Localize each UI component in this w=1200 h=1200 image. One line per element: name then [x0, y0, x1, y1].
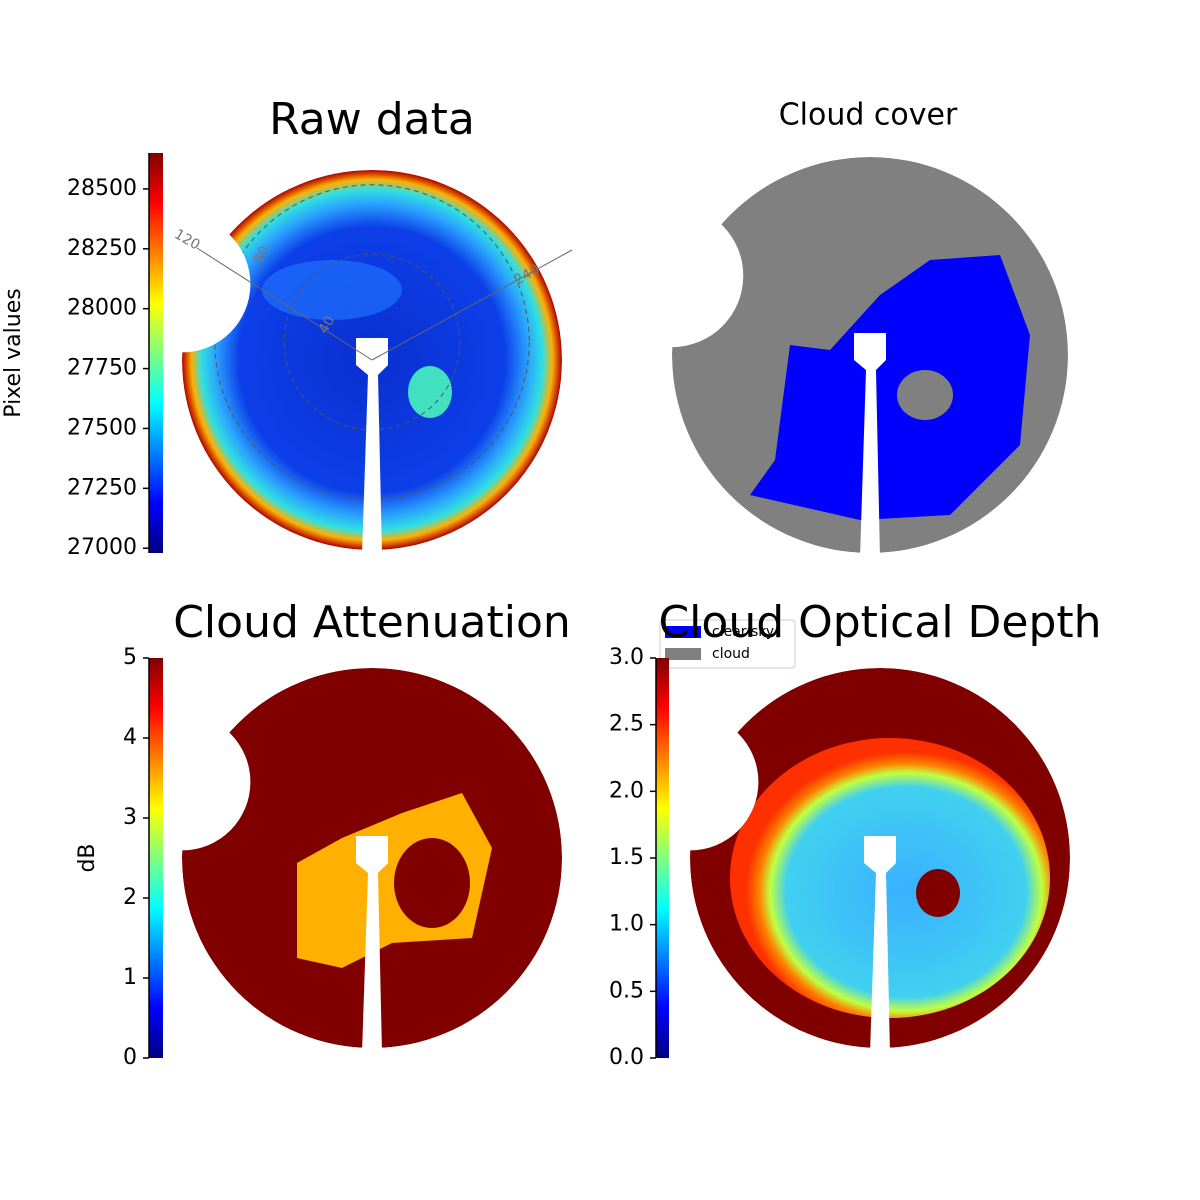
y-tick-label: 1.0	[609, 912, 644, 937]
y-tick-label: 28000	[67, 296, 137, 321]
polar-label: 40	[316, 313, 339, 336]
legend-swatch	[665, 626, 701, 638]
legend-swatch	[665, 648, 701, 660]
thick-patch	[916, 869, 960, 917]
polar-label: 80	[251, 243, 274, 266]
notch	[600, 204, 744, 348]
bright-patch	[408, 366, 452, 418]
y-tick-label: 4	[123, 725, 137, 750]
legend-label: cloud	[712, 646, 750, 662]
y-tick-label: 1	[123, 965, 137, 990]
cloud-patch	[262, 260, 402, 320]
y-tick-label: 2.5	[609, 712, 644, 737]
sky-panel	[600, 157, 1068, 558]
y-tick-label: 1.5	[609, 845, 644, 870]
legend-label: clear sky	[712, 624, 774, 640]
colorbar	[149, 153, 163, 553]
panel-title: Cloud Optical Depth	[658, 597, 1101, 648]
panel-title: Raw data	[269, 94, 475, 145]
y-tick-label: 3.0	[609, 645, 644, 670]
y-tick-label: 27250	[67, 475, 137, 500]
y-tick-label: 27000	[67, 535, 137, 560]
y-tick-label: 28250	[67, 236, 137, 261]
mast	[854, 333, 886, 558]
y-tick-label: 0.5	[609, 978, 644, 1003]
sky-panel	[113, 668, 562, 1053]
y-tick-label: 2.0	[609, 778, 644, 803]
colorbar	[149, 658, 163, 1058]
mast	[356, 338, 388, 555]
clear-patch	[394, 838, 470, 928]
panel-title: Cloud cover	[779, 98, 958, 133]
cloud-patch	[897, 370, 953, 420]
y-tick-label: 27750	[67, 356, 137, 381]
panel-title: Cloud Attenuation	[173, 597, 571, 648]
y-tick-label: 3	[123, 805, 137, 830]
y-tick-label: 28500	[67, 176, 137, 201]
optical-depth-region	[730, 738, 1050, 1018]
polar-spoke	[371, 249, 573, 361]
colorbar-label: dB	[75, 843, 100, 872]
mast	[356, 836, 388, 1053]
notch	[113, 215, 251, 353]
notch	[113, 713, 251, 851]
y-tick-label: 2	[123, 885, 137, 910]
clear-region	[750, 255, 1030, 520]
y-tick-label: 0	[123, 1045, 137, 1070]
mast	[864, 836, 896, 1053]
polar-spoke	[196, 247, 373, 361]
y-tick-label: 5	[123, 645, 137, 670]
y-tick-label: 27500	[67, 415, 137, 440]
colorbar-label: Pixel values	[1, 288, 26, 417]
y-tick-label: 0.0	[609, 1045, 644, 1070]
sky-panel	[621, 668, 1070, 1053]
colorbar	[656, 658, 669, 1058]
